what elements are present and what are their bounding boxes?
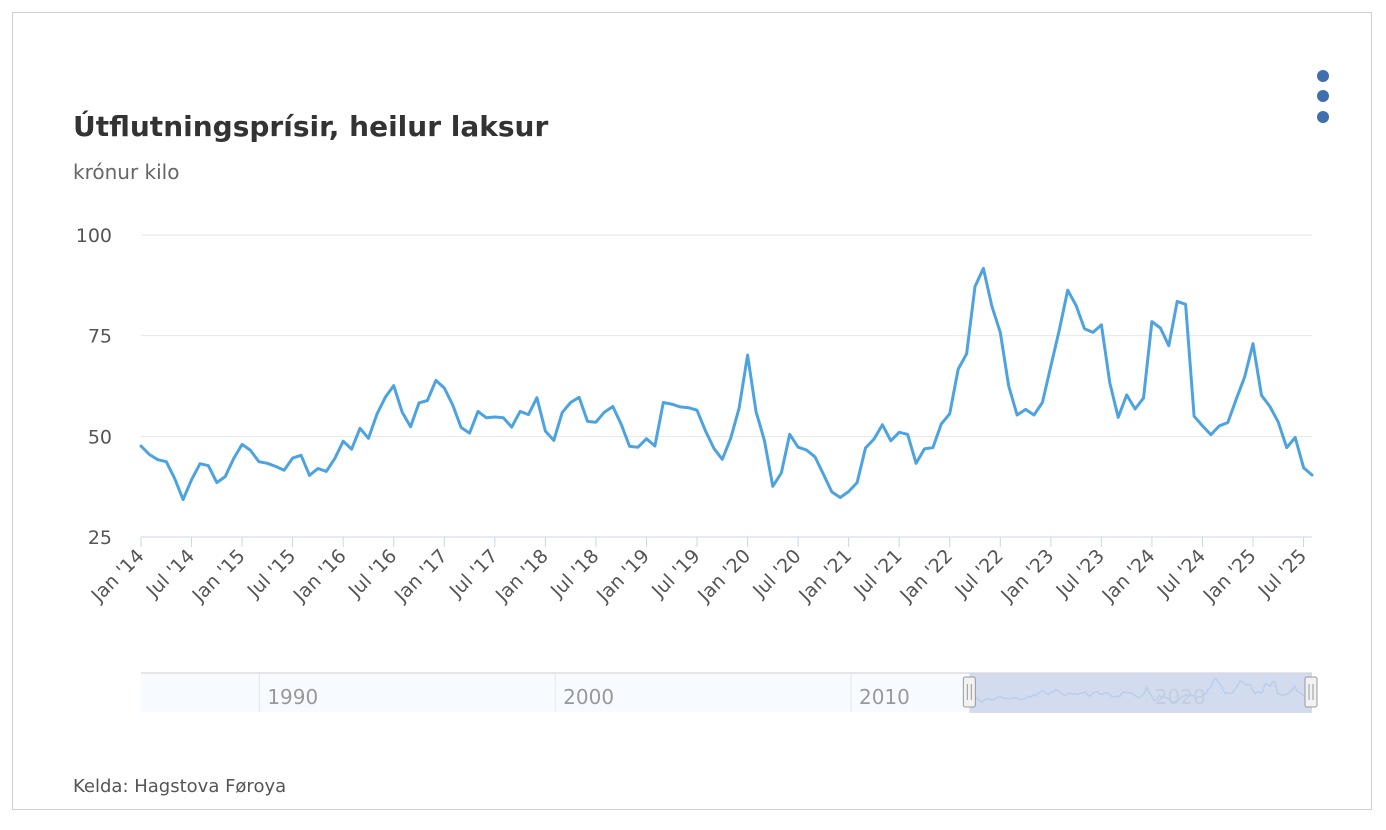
x-tick-label: Jan '23	[996, 545, 1058, 607]
menu-dot	[1317, 111, 1329, 123]
x-tick-label: Jan '20	[693, 545, 755, 607]
x-tick-label: Jan '14	[86, 545, 148, 607]
kebab-menu-icon[interactable]	[1308, 64, 1338, 128]
y-tick-label: 25	[88, 527, 112, 549]
navigator-selection[interactable]	[969, 673, 1312, 713]
x-tick-label: Jan '19	[592, 545, 654, 607]
x-tick-label: Jan '21	[794, 545, 856, 607]
x-tick-label: Jan '18	[491, 545, 553, 607]
x-tick-label: Jan '15	[188, 545, 250, 607]
navigator-year-label: 2010	[859, 685, 910, 709]
y-tick-label: 100	[76, 225, 112, 247]
series-line	[139, 266, 1314, 502]
x-tick-label: Jan '16	[289, 545, 351, 607]
y-tick-label: 50	[88, 426, 112, 448]
x-tick-label: Jan '25	[1199, 545, 1261, 607]
navigator-year-label: 1990	[267, 685, 318, 709]
chart-subtitle: krónur kilo	[73, 160, 180, 184]
x-tick-label: Jul '25	[1254, 545, 1312, 603]
x-tick-label: Jan '17	[390, 545, 452, 607]
y-tick-label: 75	[88, 326, 112, 348]
navigator-handle-left[interactable]	[962, 676, 976, 708]
navigator-year-label: 2000	[563, 685, 614, 709]
x-tick-label: Jan '24	[1097, 545, 1159, 607]
navigator-handle-right[interactable]	[1304, 676, 1318, 708]
menu-dot	[1317, 90, 1329, 102]
menu-dot	[1317, 70, 1329, 82]
chart-credits: Kelda: Hagstova Føroya	[73, 776, 287, 797]
x-tick-label: Jan '22	[895, 545, 957, 607]
chart-title: Útflutningsprísir, heilur laksur	[73, 110, 549, 143]
